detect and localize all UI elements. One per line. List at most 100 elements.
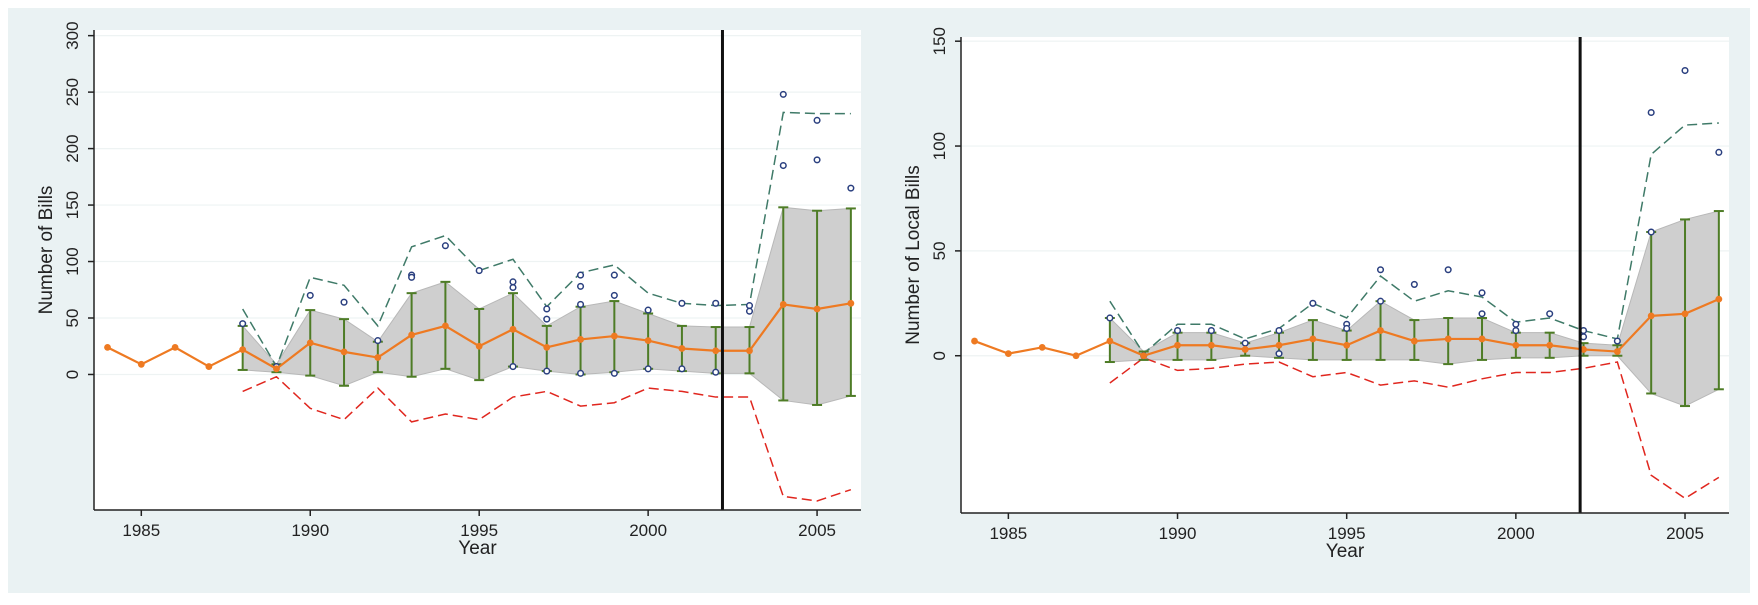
mean-point: [1275, 341, 1283, 349]
observation-point: [610, 369, 618, 377]
observation-point: [1343, 324, 1351, 333]
mean-point: [442, 322, 449, 330]
observation-point: [644, 306, 652, 314]
x-tick-label: 2005: [798, 521, 836, 540]
observation-point: [441, 242, 449, 250]
observation-point: [577, 271, 585, 279]
observation-point: [610, 291, 618, 299]
plot-area: [961, 37, 1729, 513]
observation-point: [1275, 350, 1283, 358]
mean-point: [712, 347, 720, 355]
axes: 0 50 100 150 1985 1990 1995 2000 2005: [930, 27, 1729, 543]
x-tick-label: 1990: [291, 521, 329, 540]
observation-point: [577, 300, 585, 308]
mean-point: [1580, 346, 1587, 353]
observation-point: [1647, 228, 1655, 236]
observation-point: [1410, 280, 1418, 288]
mean-point: [205, 363, 213, 370]
mean-point: [306, 339, 314, 347]
mean-point: [746, 347, 753, 355]
observation-point: [1512, 320, 1520, 328]
observation-point: [577, 282, 585, 290]
observation-point: [306, 291, 314, 299]
mean-point: [1309, 335, 1317, 343]
y-tick-label: 50: [930, 241, 949, 260]
mean-point: [1072, 352, 1080, 360]
mean-point: [137, 360, 145, 368]
observation-point: [1478, 310, 1486, 318]
mean-point: [1715, 295, 1723, 303]
observation-point: [509, 363, 517, 371]
y-tick-label: 50: [63, 309, 82, 328]
mean-point: [374, 354, 382, 361]
mean-point: [1512, 341, 1520, 349]
mean-point: [813, 305, 821, 313]
observation-point: [509, 278, 517, 286]
x-axis-label: Year: [458, 538, 497, 559]
mean-point: [1546, 341, 1554, 349]
mean-point: [678, 345, 686, 352]
observation-point: [745, 302, 754, 310]
observation-point: [1173, 327, 1182, 335]
observation-point: [779, 161, 787, 170]
observation-point: [1512, 327, 1520, 335]
observation-point: [712, 299, 720, 307]
observation-point: [475, 267, 483, 275]
y-tick-label: 100: [930, 132, 949, 160]
observation-point: [779, 90, 787, 98]
observation-point: [1309, 299, 1317, 307]
y-axis-label: Number of Local Bills: [903, 165, 924, 345]
mean-point: [1613, 348, 1621, 355]
observation-point: [678, 365, 686, 373]
observation-point: [1376, 266, 1385, 274]
axes: 0 50 100 150 200 250 300 1985 1990 1995 2000 2005: [63, 21, 861, 540]
y-tick-label: 300: [63, 21, 82, 49]
mean-point: [239, 346, 247, 354]
x-tick-label: 2000: [1497, 524, 1535, 543]
observation-point: [712, 368, 720, 376]
mean-point: [1444, 335, 1452, 343]
mean-point: [577, 336, 584, 343]
mean-point: [1004, 350, 1012, 358]
mean-point: [1478, 335, 1486, 343]
observation-point: [1376, 297, 1385, 305]
observation-point: [239, 320, 247, 328]
mean-point: [104, 343, 111, 351]
observation-point: [847, 184, 855, 192]
observation-point: [408, 273, 416, 281]
mean-point: [1647, 312, 1655, 320]
observation-point: [1106, 314, 1114, 322]
observation-point: [644, 365, 652, 373]
mean-point: [1377, 327, 1384, 334]
chart-panel-local-bills: 0 50 100 150 1985 1990 1995 2000 2005 Year Numbe…: [874, 8, 1750, 593]
mean-point: [340, 348, 348, 356]
mean-point: [1174, 341, 1181, 349]
observation-point: [509, 283, 517, 292]
y-tick-label: 150: [930, 27, 949, 55]
observation-point: [1681, 67, 1689, 75]
observation-point: [543, 367, 551, 375]
mean-point: [408, 331, 416, 339]
observation-point: [1207, 327, 1215, 335]
observation-point: [1241, 339, 1249, 347]
mean-point: [475, 342, 483, 350]
y-tick-label: 100: [63, 247, 82, 275]
mean-point: [610, 332, 618, 340]
x-tick-label: 1995: [1328, 524, 1366, 543]
y-tick-label: 250: [63, 78, 82, 106]
observation-point: [1478, 289, 1486, 297]
mean-point: [1207, 341, 1215, 349]
mean-point: [543, 343, 551, 351]
observation-point: [813, 156, 821, 164]
observation-point: [340, 298, 348, 306]
grid-lines: [94, 35, 861, 376]
mean-point: [509, 325, 517, 333]
mean-point: [1410, 337, 1418, 345]
observation-point: [1546, 310, 1554, 318]
observation-point: [1715, 148, 1723, 156]
mean-point: [1343, 341, 1351, 349]
x-tick-label: 1985: [989, 524, 1027, 543]
observation-point: [1647, 108, 1655, 117]
